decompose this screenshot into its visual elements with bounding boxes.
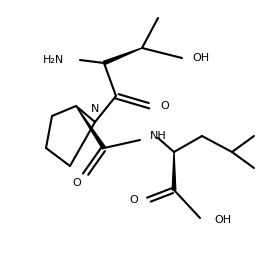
Text: NH: NH (150, 131, 167, 141)
Text: OH: OH (192, 53, 209, 63)
Text: N: N (91, 104, 99, 114)
Text: O: O (73, 178, 81, 188)
Text: O: O (160, 101, 169, 111)
Polygon shape (76, 106, 106, 149)
Text: O: O (129, 195, 138, 205)
Polygon shape (103, 48, 142, 65)
Text: H₂N: H₂N (43, 55, 64, 65)
Polygon shape (172, 152, 176, 190)
Text: OH: OH (214, 215, 231, 225)
